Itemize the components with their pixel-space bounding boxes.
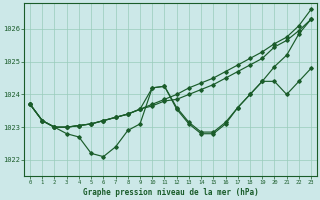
X-axis label: Graphe pression niveau de la mer (hPa): Graphe pression niveau de la mer (hPa) bbox=[83, 188, 259, 197]
